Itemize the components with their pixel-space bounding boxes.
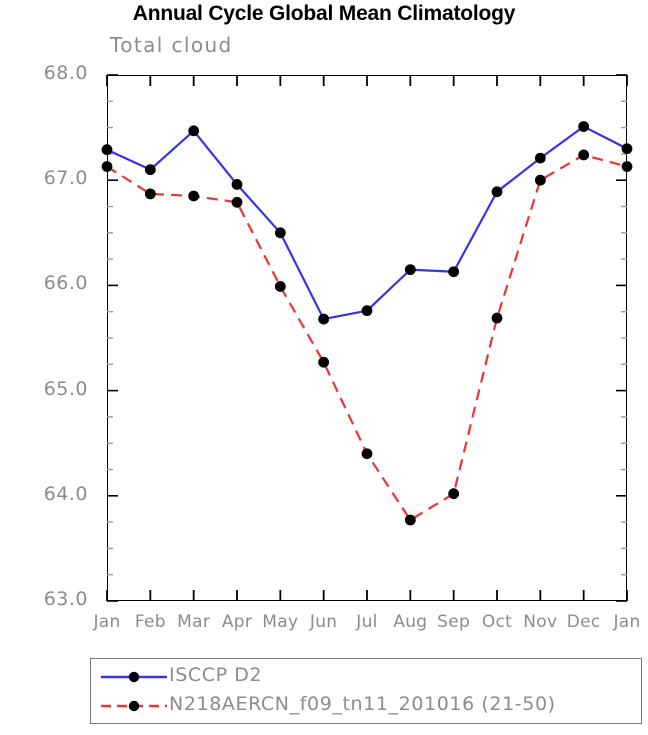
legend-item[interactable]: ISCCP D2	[91, 663, 643, 693]
y-axis-tick-label: 66.0	[43, 272, 88, 295]
plot-area	[107, 75, 627, 601]
x-axis-tick-label: Jun	[309, 612, 338, 632]
chart-subtitle: Total cloud	[110, 33, 233, 57]
legend-swatch	[101, 700, 167, 712]
x-axis-tick-label: Nov	[523, 612, 558, 632]
x-axis-tick-label: Sep	[437, 612, 471, 632]
y-axis-tick-label: 63.0	[43, 588, 88, 610]
legend-item[interactable]: N218AERCN_f09_tn11_201016 (21-50)	[91, 692, 643, 722]
x-axis-tick-label: Jul	[356, 612, 378, 632]
x-axis-tick-label: Feb	[134, 612, 166, 632]
x-axis-tick-label: Aug	[393, 612, 428, 632]
page-title: Annual Cycle Global Mean Climatology	[132, 2, 516, 25]
y-axis-tick-label: 68.0	[43, 62, 88, 84]
x-axis-tick-label: Apr	[221, 612, 253, 632]
x-axis-tick-label: Oct	[481, 612, 513, 632]
legend-label: ISCCP D2	[169, 664, 263, 686]
legend-marker	[128, 671, 140, 683]
x-axis-tick-label: Dec	[566, 612, 601, 632]
legend: ISCCP D2 N218AERCN_f09_tn11_201016 (21-50…	[90, 658, 642, 724]
y-axis-tick-label: 64.0	[43, 482, 88, 505]
legend-label: N218AERCN_f09_tn11_201016 (21-50)	[169, 693, 556, 715]
x-axis-tick-label: Jan	[613, 612, 641, 632]
y-axis-tick-label: 67.0	[43, 167, 88, 190]
x-axis-tick-label: Jan	[93, 612, 121, 632]
y-axis-tick-label: 65.0	[43, 377, 88, 400]
x-axis-tick-label: Mar	[177, 612, 211, 632]
legend-marker	[128, 700, 140, 712]
x-axis-tick-label: May	[262, 612, 299, 632]
legend-swatch	[101, 671, 167, 683]
